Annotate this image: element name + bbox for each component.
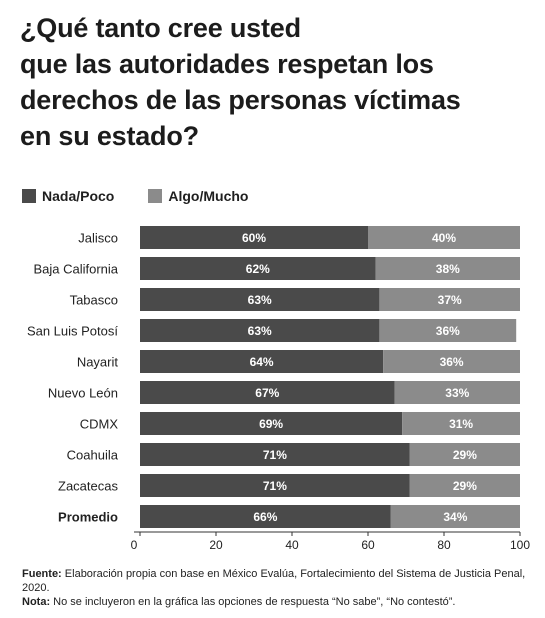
data-label-nada-poco: 60% [242, 231, 266, 245]
bar-algo-mucho [409, 443, 520, 466]
data-label-nada-poco: 63% [248, 324, 272, 338]
bar-nada-poco [140, 257, 376, 280]
legend-label: Nada/Poco [42, 188, 115, 204]
source-label: Fuente: [22, 568, 62, 580]
source-note: Fuente: Elaboración propia con base en M… [22, 567, 532, 595]
category-label: Zacatecas [58, 479, 118, 494]
data-label-algo-mucho: 29% [453, 448, 477, 462]
title-line: ¿Qué tanto cree usted [20, 13, 301, 43]
bar-algo-mucho [379, 319, 517, 342]
data-label-nada-poco: 62% [246, 262, 270, 276]
bar-algo-mucho [383, 350, 520, 373]
data-label-algo-mucho: 33% [445, 386, 469, 400]
data-label-algo-mucho: 31% [449, 417, 473, 431]
title-line: en su estado? [20, 121, 199, 151]
chart-area: Jalisco 60% 40% Baja California 62% 38% Tabasc… [0, 215, 545, 560]
category-label: Nayarit [77, 355, 119, 370]
footer: Fuente: Elaboración propia con base en M… [22, 567, 532, 609]
legend-swatch-algo-mucho [148, 189, 163, 203]
legend-item-algo-mucho: Algo/Mucho [148, 188, 248, 204]
category-label: Baja California [33, 262, 118, 277]
category-label: Nuevo León [48, 386, 118, 401]
x-tick-label: 100 [510, 538, 530, 552]
data-label-algo-mucho: 34% [443, 510, 467, 524]
bar-algo-mucho [390, 505, 520, 528]
data-label-nada-poco: 69% [259, 417, 283, 431]
source-text: Elaboración propia con base en México Ev… [22, 568, 526, 594]
bar-nada-poco [140, 226, 368, 249]
bar-algo-mucho [402, 412, 520, 435]
note-label: Nota: [22, 596, 51, 608]
data-label-algo-mucho: 38% [436, 262, 460, 276]
bar-nada-poco [140, 505, 391, 528]
category-label: CDMX [80, 417, 119, 432]
x-tick-label: 20 [209, 538, 223, 552]
bar-algo-mucho [409, 474, 520, 497]
data-label-nada-poco: 71% [263, 448, 287, 462]
note: Nota: No se incluyeron en la gráfica las… [22, 595, 532, 609]
data-label-nada-poco: 67% [255, 386, 279, 400]
x-tick-label: 40 [285, 538, 299, 552]
bar-algo-mucho [394, 381, 520, 404]
data-label-nada-poco: 63% [248, 293, 272, 307]
data-label-algo-mucho: 36% [440, 355, 464, 369]
bar-chart: Jalisco 60% 40% Baja California 62% 38% Tabasc… [27, 226, 530, 552]
category-label: San Luis Potosí [27, 324, 118, 339]
bar-nada-poco [140, 443, 410, 466]
data-label-algo-mucho: 40% [432, 231, 456, 245]
category-label: Promedio [58, 510, 118, 525]
x-tick-label: 60 [361, 538, 375, 552]
chart-title: ¿Qué tanto cree usted que las autoridade… [20, 10, 535, 154]
x-tick-label: 0 [131, 538, 138, 552]
legend-label: Algo/Mucho [168, 188, 249, 204]
bar-nada-poco [140, 381, 395, 404]
bar-algo-mucho [379, 288, 520, 311]
legend-swatch-nada-poco [22, 189, 36, 203]
category-label: Jalisco [78, 231, 118, 246]
x-tick-label: 80 [437, 538, 451, 552]
legend: Nada/Poco Algo/Mucho [22, 188, 282, 204]
category-label: Tabasco [70, 293, 118, 308]
bar-nada-poco [140, 412, 403, 435]
data-label-algo-mucho: 36% [436, 324, 460, 338]
bar-algo-mucho [368, 226, 520, 249]
data-label-algo-mucho: 29% [453, 479, 477, 493]
category-label: Coahuila [67, 448, 119, 463]
title-line: que las autoridades respetan los [20, 49, 434, 79]
bar-algo-mucho [375, 257, 520, 280]
data-label-nada-poco: 71% [263, 479, 287, 493]
data-label-algo-mucho: 37% [438, 293, 462, 307]
data-label-nada-poco: 66% [253, 510, 277, 524]
bar-nada-poco [140, 319, 380, 342]
bar-nada-poco [140, 474, 410, 497]
bar-nada-poco [140, 350, 384, 373]
note-text: No se incluyeron en la gráfica las opcio… [50, 596, 456, 608]
title-line: derechos de las personas víctimas [20, 85, 461, 115]
data-label-nada-poco: 64% [250, 355, 274, 369]
legend-item-nada-poco: Nada/Poco [22, 188, 114, 204]
bar-nada-poco [140, 288, 380, 311]
